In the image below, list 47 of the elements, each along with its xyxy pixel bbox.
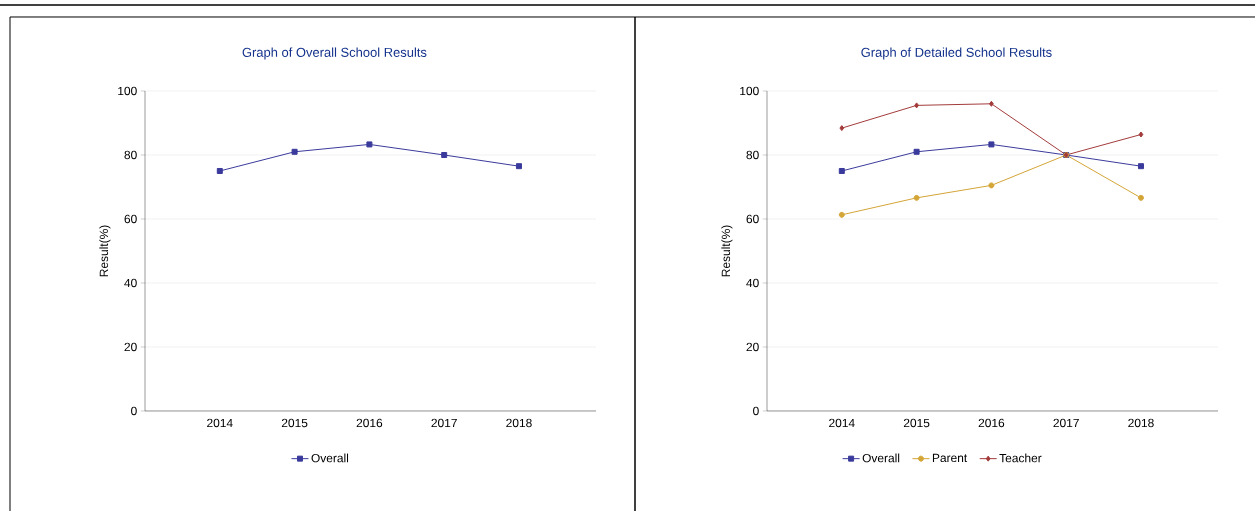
point <box>838 211 845 218</box>
y-tick-label: 0 <box>131 406 137 416</box>
y-axis-title: Result(%) <box>99 225 111 277</box>
y-tick-label: 60 <box>124 214 137 224</box>
x-tick-label: 2015 <box>281 418 308 428</box>
y-tick-label: 0 <box>753 406 759 416</box>
x-tick-label: 2017 <box>431 418 457 428</box>
y-tick-label: 80 <box>746 150 759 160</box>
legend-label: Overall <box>862 453 900 463</box>
point <box>216 167 223 174</box>
point <box>291 148 298 155</box>
legend-label: Parent <box>932 453 968 463</box>
y-tick-label: 20 <box>124 342 137 352</box>
x-tick-label: 2018 <box>1128 418 1154 428</box>
legend-label: Teacher <box>999 453 1042 463</box>
y-tick-label: 80 <box>124 150 137 160</box>
x-tick-label: 2016 <box>356 418 383 428</box>
x-tick-label: 2014 <box>207 418 233 428</box>
legend-label: Overall <box>311 453 349 463</box>
y-tick-label: 60 <box>746 214 759 224</box>
point <box>1137 163 1144 170</box>
y-axis-title: Result(%) <box>721 225 733 277</box>
point <box>838 167 845 174</box>
y-tick-label: 40 <box>124 278 137 288</box>
y-tick-label: 100 <box>740 86 759 96</box>
point <box>913 194 920 201</box>
point <box>441 151 448 158</box>
point <box>1138 131 1144 138</box>
x-tick-label: 2015 <box>903 418 930 428</box>
point <box>515 163 522 170</box>
point <box>913 148 920 155</box>
y-tick-label: 20 <box>746 342 759 352</box>
x-tick-label: 2018 <box>506 418 532 428</box>
point <box>988 141 995 148</box>
y-tick-label: 40 <box>746 278 759 288</box>
point <box>989 100 994 107</box>
y-tick-label: 100 <box>118 86 137 96</box>
point <box>1137 194 1144 201</box>
x-tick-label: 2016 <box>978 418 1005 428</box>
chart-title: Graph of Overall School Results <box>242 47 427 60</box>
point <box>366 141 373 148</box>
x-tick-label: 2017 <box>1053 418 1079 428</box>
x-tick-label: 2014 <box>829 418 855 428</box>
point <box>988 182 995 189</box>
point <box>914 102 919 109</box>
point <box>839 125 845 132</box>
chart-title: Graph of Detailed School Results <box>861 47 1052 60</box>
